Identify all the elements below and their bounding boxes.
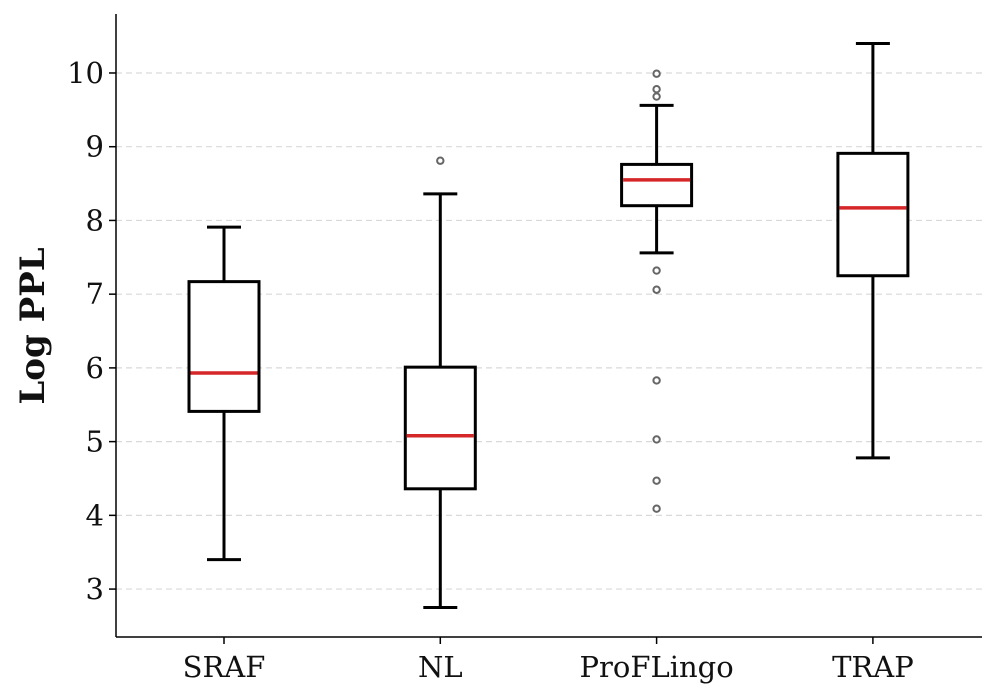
x-tick-label: SRAF — [183, 650, 266, 684]
iqr-box — [620, 162, 694, 208]
x-tick-label: ProFLingo — [579, 650, 733, 684]
outlier-point — [436, 156, 445, 165]
box-group-proflingo — [620, 69, 694, 513]
y-ticks: 3 4 5 6 7 8 9 10 — [67, 56, 116, 606]
y-tick-label: 3 — [86, 572, 104, 606]
x-tick-label: NL — [418, 650, 463, 684]
outlier-point — [652, 69, 661, 78]
y-tick-label: 8 — [86, 203, 104, 237]
outlier-point — [652, 285, 661, 294]
y-tick-label: 4 — [86, 498, 104, 532]
axes — [115, 14, 982, 638]
x-ticks: SRAF NL ProFLingo TRAP — [183, 637, 914, 684]
x-tick-label: TRAP — [832, 650, 914, 684]
y-tick-label: 5 — [86, 425, 104, 459]
iqr-box — [836, 151, 910, 278]
y-tick-label: 9 — [86, 130, 104, 164]
iqr-box — [187, 280, 261, 413]
y-tick-label: 6 — [86, 351, 104, 385]
outlier-point — [652, 435, 661, 444]
outlier-point — [652, 266, 661, 275]
y-tick-label: 7 — [86, 277, 104, 311]
y-axis-title: Log PPL — [13, 247, 53, 404]
outlier-point — [652, 92, 661, 101]
outlier-point — [652, 476, 661, 485]
boxes — [187, 41, 910, 610]
box-group-sraf — [187, 225, 261, 562]
box-group-nl — [403, 156, 477, 610]
y-tick-label: 10 — [67, 56, 104, 90]
outlier-point — [652, 85, 661, 94]
iqr-box — [403, 365, 477, 491]
outlier-point — [652, 504, 661, 513]
box-group-trap — [836, 41, 910, 460]
outlier-point — [652, 376, 661, 385]
